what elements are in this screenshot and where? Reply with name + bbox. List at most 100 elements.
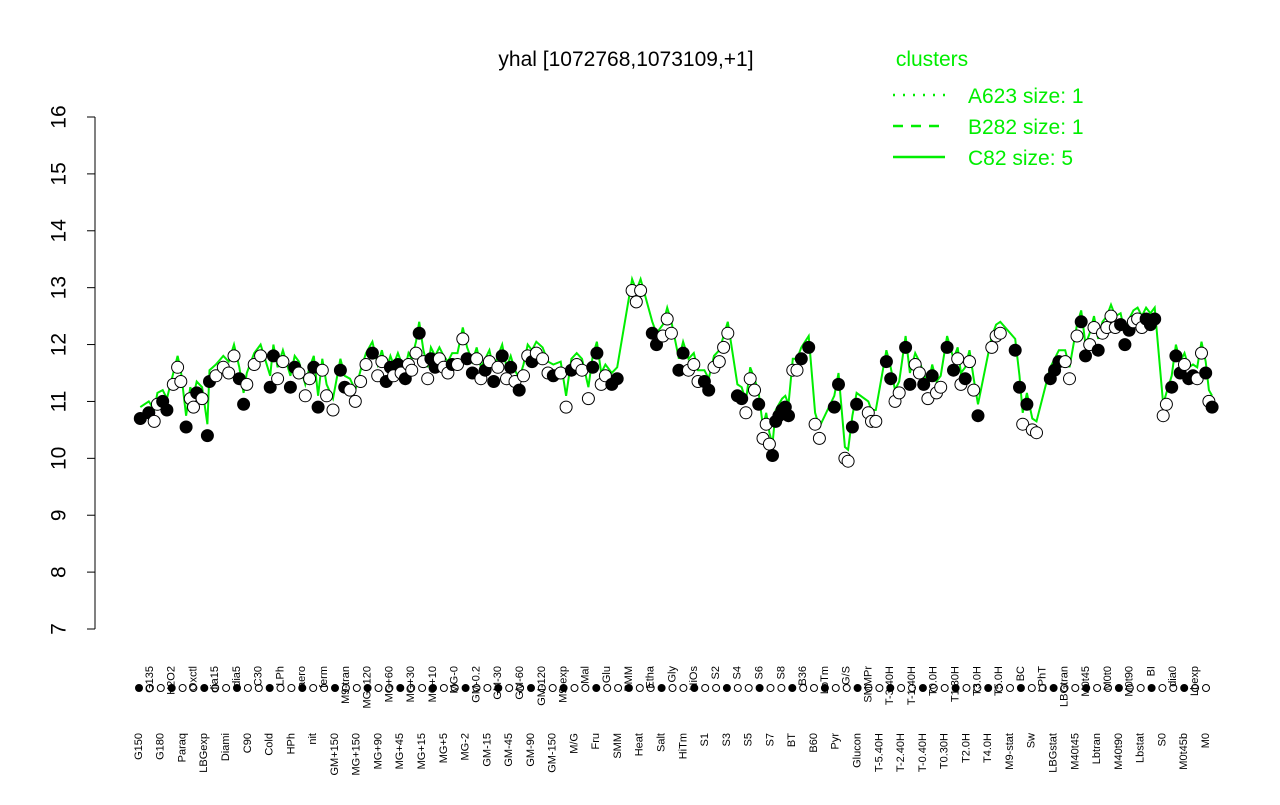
x-tick-label: M9-tran [340,666,352,704]
data-point-37 [320,389,334,403]
data-point-150 [884,372,898,386]
x-tick-label: BMM [623,666,635,692]
data-point-163 [947,363,960,377]
x-tick-label: M9-exp [558,666,570,703]
data-point-102 [634,284,648,297]
x-tick-label: Lbexp [1189,666,1201,696]
y-tick-label: 10 [48,447,71,470]
x-tick-label: T1.30H [949,666,961,702]
data-point-202 [1148,312,1162,326]
x-tick-label: Glu [601,666,613,683]
x-tick-label: M0t0 [1102,666,1114,690]
x-tick-label: BT [786,733,798,747]
x-tick-label: B36 [797,666,809,686]
data-point-135 [790,363,804,377]
x-tick-label: dia0 [1167,666,1179,687]
data-point-22 [240,377,254,391]
x-tick-label: LBGtran [1058,666,1070,707]
data-point-93 [581,392,595,406]
x-tick-marker [820,684,829,692]
x-tick-marker [646,684,655,692]
x-tick-label: M0 [1200,733,1212,748]
x-tick-marker [777,684,786,692]
x-tick-label: Fru [590,733,602,750]
x-tick-marker [1006,684,1014,692]
x-tick-label: BI [1145,666,1157,676]
y-tick-label: 14 [48,219,71,243]
x-tick-marker [516,684,525,692]
x-tick-marker [744,684,753,692]
x-tick-marker [287,684,296,692]
data-point-166 [958,372,972,386]
data-point-212 [1195,346,1208,360]
x-tick-label: T4.0H [982,733,994,763]
data-point-66 [451,358,464,371]
data-point-152 [892,386,906,400]
data-point-144 [845,420,859,434]
data-point-189 [1091,343,1105,357]
x-tick-label: S1 [699,733,711,746]
y-axis: 7 8 9 10 11 12 13 14 15 16 [48,105,96,635]
x-tick-marker [178,684,187,692]
data-point-111 [687,358,701,371]
x-tick-label: G150 [133,733,145,760]
data-point-164 [951,352,965,366]
x-tick-marker [755,684,764,692]
x-tick-label: MG-0 [449,666,461,694]
x-tick-label: Pyr [830,733,842,750]
y-tick-label: 16 [48,105,71,128]
x-tick-label: S3 [721,733,733,746]
x-tick-marker [396,684,405,692]
y-tick-label: 9 [48,509,71,521]
data-point-81 [517,369,530,383]
data-point-9 [179,420,193,434]
x-tick-marker [690,684,699,692]
data-point-19 [227,349,241,363]
x-tick-label: Salt [656,733,668,752]
data-point-32 [298,389,312,403]
x-tick-marker [145,684,154,692]
data-point-16 [209,369,223,383]
data-point-11 [187,400,200,414]
x-tick-marker [1125,684,1134,692]
x-tick-marker [167,684,176,692]
x-tick-marker [886,684,895,692]
x-tick-marker [1147,684,1156,692]
x-tick-label: S5 [743,733,755,746]
x-tick-marker [973,684,982,692]
x-tick-label: T-1.40H [906,666,918,705]
data-point-121 [739,406,753,420]
x-tick-marker [472,684,481,692]
x-tick-marker [320,684,329,692]
x-tick-marker [559,684,568,692]
x-tick-label: Sw [1026,733,1038,748]
data-point-192 [1104,309,1118,323]
x-tick-marker [429,684,437,692]
data-point-157 [917,377,931,391]
x-tick-label: T-0.40H [917,733,929,772]
x-tick-label: Glucon [851,733,863,768]
x-tick-label: GM-0.2 [470,666,482,703]
data-point-182 [1058,355,1072,369]
data-point-208 [1178,358,1191,371]
data-point-35 [311,400,325,414]
data-point-45 [365,346,379,360]
legend: clusters A623 size: 1 B282 size: 1 C82 siz… [893,48,1084,170]
data-point-118 [721,326,735,340]
data-point-94 [586,360,600,374]
y-tick-label: 11 [48,391,71,413]
x-tick-marker [701,684,710,692]
x-tick-label: M40t45 [1069,733,1081,770]
data-point-8 [174,375,188,388]
x-tick-label: M40t90 [1113,733,1125,770]
x-tick-marker [1071,684,1080,692]
x-tick-marker [222,684,231,692]
x-tick-label: MG+120 [362,666,374,709]
data-point-149 [879,355,893,369]
x-tick-marker [548,684,557,692]
x-tick-marker [331,684,339,692]
data-point-21 [237,397,251,411]
data-point-31 [292,366,306,380]
x-tick-label: ferm [318,666,330,688]
x-tick-label: SMMPr [862,666,874,703]
